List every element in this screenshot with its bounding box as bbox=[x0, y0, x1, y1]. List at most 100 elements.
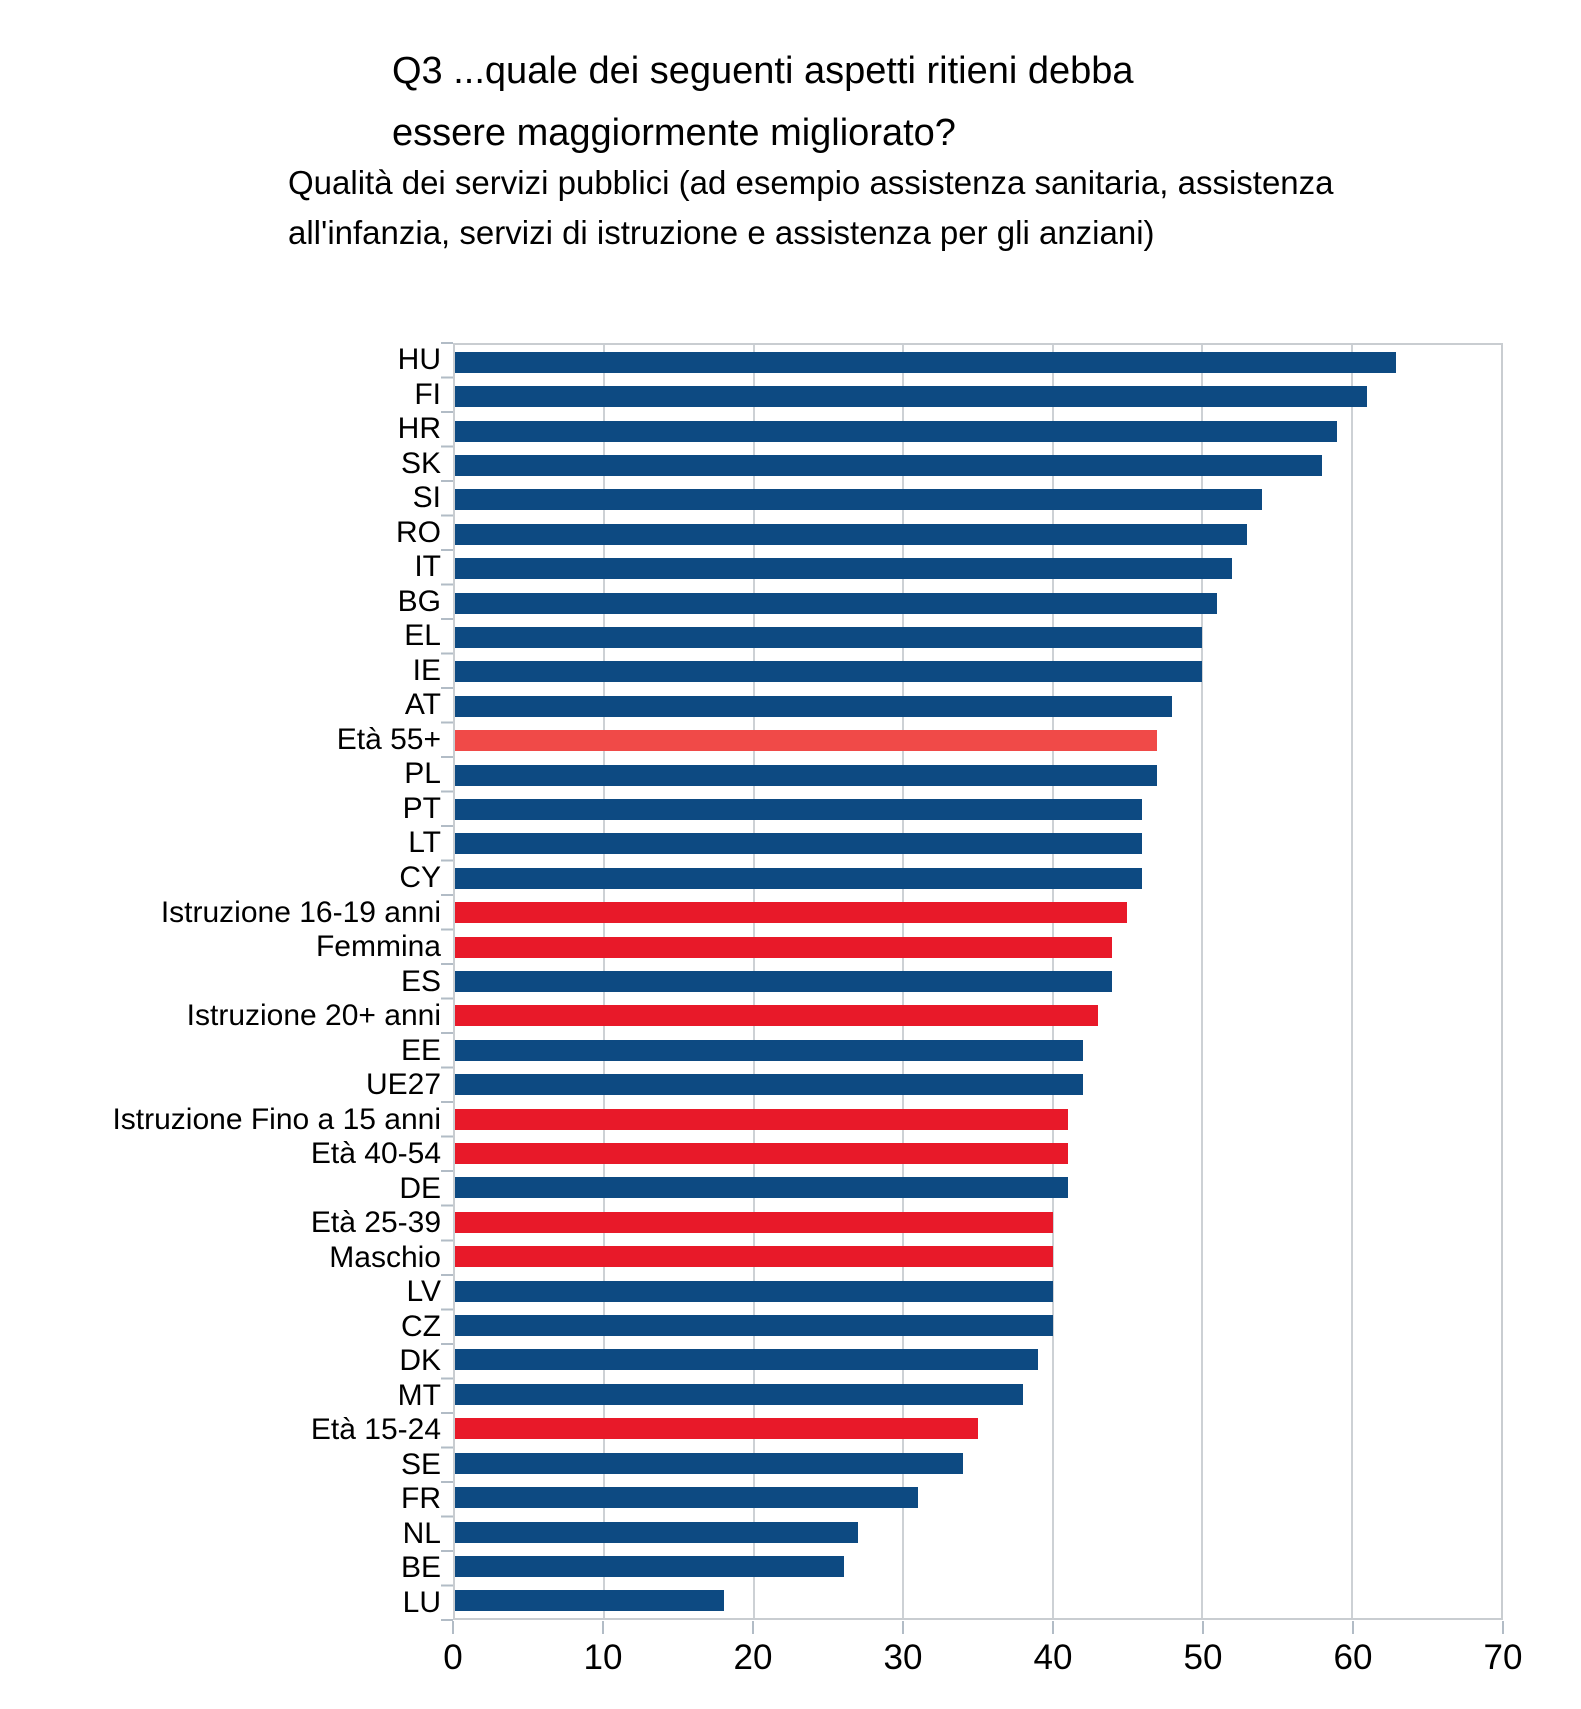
bar-row bbox=[455, 964, 1501, 998]
category-label: HU bbox=[397, 343, 441, 377]
bar-row bbox=[455, 792, 1501, 826]
grid-line bbox=[1350, 345, 1353, 1618]
category-label: BE bbox=[400, 1551, 441, 1585]
bar-row bbox=[455, 551, 1501, 585]
category-label: DE bbox=[399, 1171, 441, 1205]
category-label: CZ bbox=[401, 1309, 441, 1343]
category-label: ES bbox=[400, 964, 441, 998]
bar bbox=[455, 351, 1397, 373]
bar-row bbox=[455, 1343, 1501, 1377]
chart-subtitle-line2: all'infanzia, servizi di istruzione e as… bbox=[288, 214, 1155, 251]
bar bbox=[455, 1039, 1083, 1061]
category-label: EE bbox=[400, 1033, 441, 1067]
bar-row bbox=[455, 1240, 1501, 1274]
x-axis-tick-label: 60 bbox=[1333, 1638, 1373, 1677]
x-axis-tick-labels: 0 10 20 30 40 50 60 70 bbox=[443, 1638, 1522, 1683]
bar bbox=[455, 971, 1113, 993]
bar bbox=[455, 936, 1113, 958]
bar bbox=[455, 454, 1322, 476]
category-label: Istruzione Fino a 15 anni bbox=[112, 1102, 441, 1136]
bar bbox=[455, 902, 1128, 924]
category-label: Maschio bbox=[329, 1240, 441, 1274]
category-label: LV bbox=[406, 1275, 441, 1309]
category-label: RO bbox=[396, 515, 441, 549]
bar-row bbox=[455, 689, 1501, 723]
category-label: SE bbox=[400, 1447, 441, 1481]
category-label: Istruzione 20+ anni bbox=[186, 999, 441, 1033]
category-label: Età 15-24 bbox=[310, 1413, 441, 1447]
category-label: AT bbox=[404, 688, 441, 722]
bar bbox=[455, 661, 1203, 683]
x-axis-tick-marks bbox=[452, 1621, 1504, 1634]
bar-row bbox=[455, 1308, 1501, 1342]
bar-row bbox=[455, 586, 1501, 620]
bar bbox=[455, 523, 1247, 545]
bar bbox=[455, 592, 1218, 614]
bar bbox=[455, 1005, 1098, 1027]
y-axis-category-labels: HU FI HR SK SI RO IT BG EL IE AT Età 55+ PL PT LT CY Ist… bbox=[0, 343, 441, 1620]
bar-row bbox=[455, 1584, 1501, 1618]
bar-row bbox=[455, 861, 1501, 895]
bar-row bbox=[455, 620, 1501, 654]
bars-layer bbox=[455, 345, 1501, 1618]
bar bbox=[455, 489, 1262, 511]
category-label: FI bbox=[414, 377, 441, 411]
bar-row bbox=[455, 1068, 1501, 1102]
chart-subtitle: Qualità dei servizi pubblici (ad esempio… bbox=[288, 158, 1334, 258]
bar bbox=[455, 1108, 1068, 1130]
bar-row bbox=[455, 1171, 1501, 1205]
bar-row bbox=[455, 758, 1501, 792]
bar bbox=[455, 1418, 978, 1440]
bar bbox=[455, 1143, 1068, 1165]
y-axis-tick-marks bbox=[441, 342, 453, 1623]
category-label: NL bbox=[402, 1516, 441, 1550]
bar-row bbox=[455, 1274, 1501, 1308]
bar bbox=[455, 626, 1203, 648]
bar-row bbox=[455, 517, 1501, 551]
bar bbox=[455, 1280, 1053, 1302]
category-label: IT bbox=[414, 550, 441, 584]
chart-title-line1: Q3 ...quale dei seguenti aspetti ritieni… bbox=[392, 50, 1134, 92]
bar bbox=[455, 558, 1233, 580]
category-label: IE bbox=[412, 653, 441, 687]
chart-title: Q3 ...quale dei seguenti aspetti ritieni… bbox=[392, 40, 1134, 164]
bar-row bbox=[455, 723, 1501, 757]
bar-row bbox=[455, 1377, 1501, 1411]
category-label: EL bbox=[404, 619, 441, 653]
bar bbox=[455, 1177, 1068, 1199]
bar bbox=[455, 386, 1367, 408]
bar-row bbox=[455, 896, 1501, 930]
bar-row bbox=[455, 827, 1501, 861]
bar-row bbox=[455, 345, 1501, 379]
bar bbox=[455, 764, 1158, 786]
category-label: MT bbox=[397, 1378, 441, 1412]
bar bbox=[455, 1315, 1053, 1337]
x-axis-tick-label: 40 bbox=[1033, 1638, 1073, 1677]
bar bbox=[455, 1521, 859, 1543]
chart-subtitle-line1: Qualità dei servizi pubblici (ad esempio… bbox=[288, 164, 1334, 201]
bar-row bbox=[455, 448, 1501, 482]
x-axis-tick-label: 0 bbox=[443, 1638, 463, 1677]
category-label: FR bbox=[401, 1482, 441, 1516]
bar bbox=[455, 695, 1173, 717]
x-axis-tick-label: 50 bbox=[1183, 1638, 1223, 1677]
category-label: PT bbox=[402, 791, 441, 825]
bar-row bbox=[455, 1205, 1501, 1239]
category-label: LT bbox=[408, 826, 441, 860]
category-label: Età 40-54 bbox=[310, 1137, 441, 1171]
bar bbox=[455, 1074, 1083, 1096]
category-label: Istruzione 16-19 anni bbox=[160, 895, 441, 929]
chart-title-line2: essere maggiormente migliorato? bbox=[392, 112, 956, 154]
bar bbox=[455, 1487, 919, 1509]
category-label: Età 55+ bbox=[336, 722, 441, 756]
bar bbox=[455, 420, 1337, 442]
bar bbox=[455, 833, 1143, 855]
bar-row bbox=[455, 930, 1501, 964]
x-axis-tick-label: 70 bbox=[1483, 1638, 1523, 1677]
category-label: Femmina bbox=[315, 930, 441, 964]
bar bbox=[455, 1452, 964, 1474]
bar bbox=[455, 1211, 1053, 1233]
bar-row bbox=[455, 1136, 1501, 1170]
bar bbox=[455, 798, 1143, 820]
